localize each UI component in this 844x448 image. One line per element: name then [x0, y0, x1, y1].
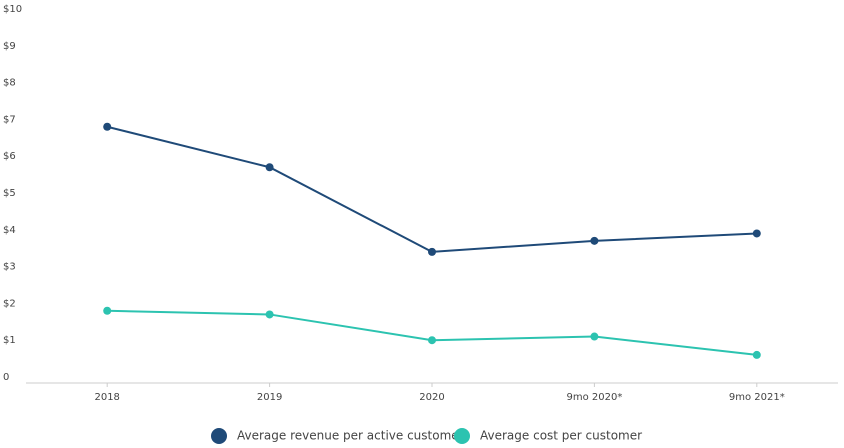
- x-tick-label: 2018: [94, 392, 119, 403]
- legend-marker: [454, 428, 470, 444]
- y-tick-label: 0: [3, 372, 9, 383]
- series-line: [106, 125, 757, 253]
- data-point: [428, 247, 436, 256]
- y-tick-label: $8: [3, 78, 16, 89]
- data-point: [265, 310, 274, 319]
- data-point: [103, 306, 112, 315]
- legend-label: Average revenue per active customer: [237, 429, 464, 443]
- data-point: [752, 350, 761, 359]
- x-tick-label: 2020: [419, 392, 444, 403]
- y-tick-label: $7: [3, 114, 16, 125]
- y-tick-label: $6: [3, 151, 16, 162]
- x-tick-label: 9mo 2021*: [729, 392, 785, 403]
- data-point: [103, 122, 112, 131]
- data-point: [428, 336, 436, 345]
- data-point: [590, 236, 599, 245]
- data-point: [265, 163, 274, 172]
- data-point: [590, 332, 599, 341]
- y-tick-label: $3: [3, 262, 16, 273]
- y-tick-label: $4: [3, 225, 16, 236]
- y-tick-label: $5: [3, 188, 16, 199]
- legend-marker: [211, 428, 227, 444]
- x-tick-label: 2019: [257, 392, 282, 403]
- data-point: [752, 229, 761, 238]
- y-tick-label: $1: [3, 335, 16, 346]
- x-tick-label: 9mo 2020*: [566, 392, 622, 403]
- legend-label: Average cost per customer: [480, 429, 642, 443]
- y-tick-label: $2: [3, 298, 16, 309]
- y-tick-label: $10: [3, 4, 22, 15]
- y-tick-label: $9: [3, 41, 16, 52]
- series-line: [107, 309, 757, 356]
